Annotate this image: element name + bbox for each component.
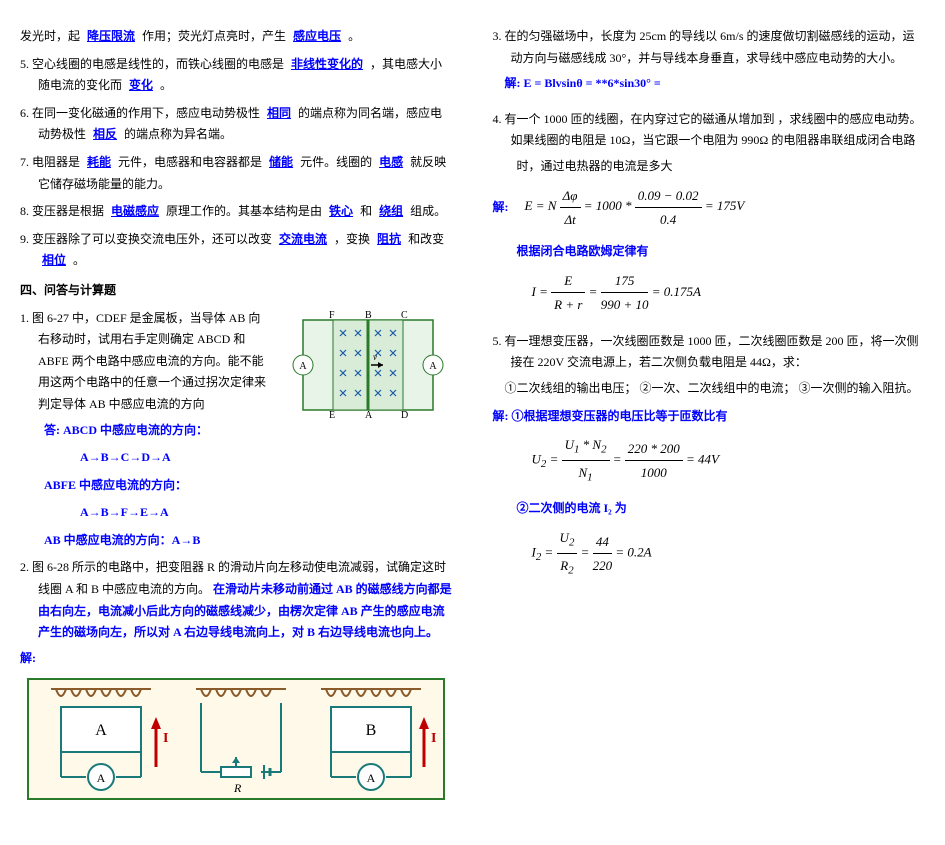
blank-1: 降压限流: [83, 29, 139, 43]
label-D: D: [401, 410, 408, 420]
ammeter-label: A: [429, 361, 437, 372]
label-F: F: [329, 310, 335, 321]
blank: 阻抗: [373, 232, 405, 246]
R-label: R: [233, 781, 242, 795]
question-2: 2. 图 6-28 所示的电路中，把变阻器 R 的滑动片向左移动使电流减弱，试确…: [20, 557, 453, 643]
blank: 电磁感应: [107, 204, 163, 218]
blank: 铁心: [325, 204, 357, 218]
diagram-6-28: A A I R: [26, 677, 446, 817]
answer-1-line1: 答: ABCD 中感应电流的方向：: [20, 420, 453, 442]
blank: 交流电流: [275, 232, 331, 246]
blank: 变化: [125, 78, 157, 92]
text: 6. 在同一变化磁通的作用下，感应电动势极性: [20, 106, 260, 120]
ammeter-label: A: [299, 361, 307, 372]
blank: 相同: [263, 106, 295, 120]
formula-5-2: I2 = U2R2 = 44220 = 0.2A: [532, 526, 926, 581]
sol-label: 解:: [493, 199, 509, 213]
text: 和改变: [408, 232, 444, 246]
item-8: 8. 变压器是根据 电磁感应 原理工作的。其基本结构是由 铁心 和 绕组 组成。: [20, 201, 453, 223]
text: 7. 电阻器是: [20, 155, 80, 169]
label-B: B: [365, 310, 372, 321]
text: 。: [348, 29, 360, 43]
coil-B-label: B: [366, 722, 377, 739]
question-4b: 时，通过电热器的电流是多大: [493, 156, 926, 178]
label-E: E: [329, 410, 335, 420]
text: 作用；荧光灯点亮时，产生: [142, 29, 286, 43]
question-3: 3. 在的匀强磁场中，长度为 25cm 的导线以 6m/s 的速度做切割磁感线的…: [493, 26, 926, 69]
text: 8. 变压器是根据: [20, 204, 104, 218]
label-A: A: [365, 410, 373, 420]
ammeter-label: A: [97, 771, 106, 785]
answer-3: 解: E = Blvsinθ = **6*sin30° =: [505, 73, 926, 95]
current-I-label: I: [431, 731, 436, 746]
answer-4-mid: 根据闭合电路欧姆定律有: [493, 241, 926, 263]
formula-4-1: E = N ΔφΔt = 1000 * 0.09 − 0.020.4 = 175…: [525, 198, 745, 213]
text: 组成。: [410, 204, 446, 218]
text: 9. 变压器除了可以变换交流电压外，还可以改变: [20, 232, 272, 246]
text: ，变换: [334, 232, 370, 246]
left-column: 发光时，起 降压限流 作用；荧光灯点亮时，产生 感应电压 。 5. 空心线圈的电…: [20, 20, 453, 825]
text: 原理工作的。其基本结构是由: [166, 204, 322, 218]
text: 的端点称为异名端。: [124, 127, 232, 141]
answer-5-1: ①根据理想变压器的电压比等于匝数比有: [512, 409, 728, 423]
blank: 相反: [89, 127, 121, 141]
coil-A-label: A: [95, 722, 107, 739]
text: 。: [73, 253, 85, 267]
blank: 电感: [375, 155, 407, 169]
line-starter: 发光时，起 降压限流 作用；荧光灯点亮时，产生 感应电压 。: [20, 26, 453, 48]
answer-1-line2: A→B→C→D→A: [20, 447, 453, 469]
item-7: 7. 电阻器是 耗能 元件，电感器和电容器都是 储能 元件。线圈的 电感 就反映…: [20, 152, 453, 195]
text: 元件。线圈的: [300, 155, 372, 169]
text: 和: [360, 204, 372, 218]
formula-5-1: U2 = U1 * N2N1 = 220 * 2001000 = 44V: [532, 433, 926, 488]
question-4: 4. 有一个 1000 匝的线圈，在内穿过它的磁通从增加到 ，求线圈中的感应电动…: [493, 109, 926, 152]
answer-1-line3: ABFE 中感应电流的方向：: [20, 475, 453, 497]
answer-1-line4: A→B→F→E→A: [20, 502, 453, 524]
text: 。: [160, 78, 172, 92]
formula-4-2: I = ER + r = 175990 + 10 = 0.175A: [532, 269, 926, 317]
blank: 相位: [38, 253, 70, 267]
sol-label: 解:: [493, 409, 509, 423]
blank: 耗能: [83, 155, 115, 169]
section-4-title: 四、问答与计算题: [20, 280, 453, 302]
question-5: 5. 有一理想变压器，一次线圈匝数是 1000 匝，二次线圈匝数是 200 匝，…: [493, 331, 926, 374]
answer-5-2: ②二次侧的电流 I₂ 为: [493, 498, 926, 520]
right-column: 3. 在的匀强磁场中，长度为 25cm 的导线以 6m/s 的速度做切割磁感线的…: [493, 20, 926, 825]
current-I-label: I: [163, 731, 168, 746]
v-label: v: [373, 352, 377, 362]
item-6: 6. 在同一变化磁通的作用下，感应电动势极性 相同 的端点称为同名端，感应电动势…: [20, 103, 453, 146]
blank: 绕组: [375, 204, 407, 218]
answer-1-line5: AB 中感应电流的方向：A→B: [20, 530, 453, 552]
q2-sol-label: 解:: [20, 648, 453, 670]
label-C: C: [401, 310, 408, 321]
text: 元件，电感器和电容器都是: [118, 155, 262, 169]
item-9: 9. 变压器除了可以变换交流电压外，还可以改变 交流电流 ，变换 阻抗 和改变 …: [20, 229, 453, 272]
blank-2: 感应电压: [289, 29, 345, 43]
blank: 储能: [265, 155, 297, 169]
text: 5. 空心线圈的电感是线性的，而铁心线圈的电感是: [20, 57, 284, 71]
text: 发光时，起: [20, 29, 80, 43]
ammeter-label: A: [367, 771, 376, 785]
item-5: 5. 空心线圈的电感是线性的，而铁心线圈的电感是 非线性变化的 ，其电感大小随电…: [20, 54, 453, 97]
question-5a: ①二次线组的输出电压； ②一次、二次线组中的电流； ③一次侧的输入阻抗。: [505, 378, 926, 400]
question-1: 1. 图 6-27 中，CDEF 是金属板，当导体 AB 向右移动时，试用右手定…: [20, 308, 271, 416]
blank: 非线性变化的: [287, 57, 367, 71]
diagram-6-27: A A v F B C E A D: [283, 310, 453, 420]
